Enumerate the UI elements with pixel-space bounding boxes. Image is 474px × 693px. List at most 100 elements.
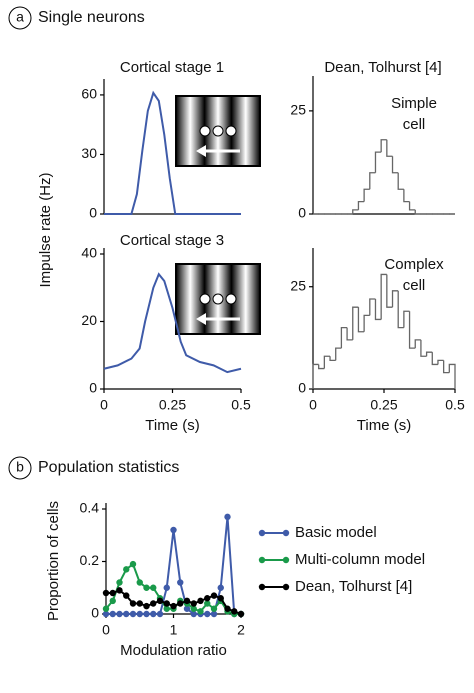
marker bbox=[102, 605, 110, 612]
marker bbox=[217, 595, 224, 602]
x-tick-label: 0 bbox=[102, 622, 110, 638]
marker bbox=[123, 592, 130, 599]
legend-marker bbox=[282, 556, 290, 564]
y-tick-label: 0 bbox=[89, 380, 97, 396]
marker bbox=[217, 584, 224, 591]
marker bbox=[163, 584, 170, 591]
marker bbox=[197, 608, 204, 615]
y-tick-label: 30 bbox=[81, 145, 97, 161]
bar bbox=[312, 363, 319, 389]
y-tick-label: 0 bbox=[298, 205, 306, 221]
chart-title: Cortical stage 1 bbox=[120, 59, 224, 76]
x-tick-label: 0.5 bbox=[231, 397, 251, 413]
bar bbox=[352, 209, 359, 214]
x-tick-label: 2 bbox=[237, 622, 245, 638]
x-tick-label: 0 bbox=[309, 397, 317, 413]
marker bbox=[204, 610, 211, 618]
y-tick-label: 25 bbox=[290, 102, 306, 118]
chart-title: Dean, Tolhurst [4] bbox=[324, 59, 441, 76]
marker bbox=[129, 610, 137, 618]
legend-label: Dean, Tolhurst [4] bbox=[295, 578, 412, 595]
bar bbox=[391, 290, 399, 308]
bar bbox=[386, 139, 393, 157]
x-tick-label: 0.25 bbox=[370, 397, 397, 413]
marker bbox=[143, 602, 150, 610]
x-axis-label: Time (s) bbox=[357, 417, 411, 434]
x-tick-label: 1 bbox=[170, 622, 178, 638]
marker bbox=[163, 600, 170, 607]
y-tick-label: 60 bbox=[81, 86, 97, 102]
panel-a-header: a Single neurons bbox=[8, 6, 145, 30]
x-tick-label: 0.25 bbox=[159, 397, 186, 413]
x-tick-label: 0.5 bbox=[445, 397, 465, 413]
panel-letter: a bbox=[16, 9, 24, 25]
bar bbox=[318, 364, 325, 370]
marker bbox=[102, 610, 110, 618]
y-tick-label: 20 bbox=[81, 312, 97, 328]
panel-letter: b bbox=[16, 459, 24, 475]
bar bbox=[340, 326, 348, 349]
legend-marker bbox=[258, 529, 266, 537]
marker bbox=[156, 610, 164, 618]
marker bbox=[197, 597, 204, 605]
marker bbox=[170, 602, 177, 610]
bar bbox=[386, 274, 393, 308]
marker bbox=[224, 605, 231, 612]
marker bbox=[231, 608, 238, 615]
marker bbox=[210, 610, 218, 618]
bar bbox=[391, 156, 399, 174]
legend-marker bbox=[258, 556, 266, 564]
marker bbox=[204, 600, 211, 607]
line bbox=[104, 90, 241, 215]
bar bbox=[408, 201, 416, 211]
marker bbox=[109, 597, 116, 605]
stimulus-inset bbox=[175, 95, 261, 167]
marker bbox=[237, 610, 245, 618]
bar bbox=[357, 200, 365, 210]
marker bbox=[116, 587, 123, 594]
marker bbox=[156, 597, 164, 605]
bar bbox=[397, 172, 404, 190]
bar bbox=[380, 273, 387, 320]
panel-title: Single neurons bbox=[38, 9, 145, 26]
marker bbox=[190, 600, 197, 607]
marker bbox=[224, 513, 231, 521]
marker bbox=[150, 584, 157, 591]
bar bbox=[369, 172, 376, 190]
y-tick-label: 0 bbox=[89, 205, 97, 221]
marker bbox=[177, 600, 184, 607]
bar bbox=[408, 311, 416, 349]
panel-badge bbox=[8, 456, 32, 480]
marker bbox=[109, 610, 116, 618]
y-tick-label: 0 bbox=[91, 605, 99, 621]
legend-marker bbox=[282, 529, 290, 537]
marker bbox=[163, 605, 170, 612]
y-tick-label: 0.2 bbox=[80, 552, 100, 568]
bar bbox=[323, 355, 331, 369]
marker bbox=[102, 589, 110, 597]
bar bbox=[397, 290, 404, 329]
bar bbox=[403, 310, 410, 328]
bar bbox=[329, 356, 336, 362]
marker bbox=[190, 610, 197, 618]
y-tick-label: 0 bbox=[298, 380, 306, 396]
bar bbox=[414, 209, 421, 215]
bar bbox=[369, 298, 376, 316]
marker bbox=[116, 579, 123, 586]
marker bbox=[143, 610, 150, 618]
y-tick-label: 40 bbox=[81, 245, 97, 261]
marker bbox=[136, 610, 143, 618]
x-axis-label: Time (s) bbox=[145, 417, 199, 434]
bar bbox=[335, 347, 342, 361]
marker bbox=[177, 579, 184, 586]
bar bbox=[431, 352, 438, 366]
stimulus-inset bbox=[175, 263, 261, 335]
y-axis-label: Proportion of cells bbox=[45, 501, 62, 621]
y-tick-label: 0.4 bbox=[80, 500, 100, 516]
marker bbox=[129, 560, 137, 568]
y-tick-label: 25 bbox=[290, 277, 306, 293]
bar bbox=[374, 151, 382, 173]
marker bbox=[150, 610, 157, 618]
annotation: Complex bbox=[384, 256, 444, 273]
x-axis-label: Modulation ratio bbox=[120, 642, 227, 659]
